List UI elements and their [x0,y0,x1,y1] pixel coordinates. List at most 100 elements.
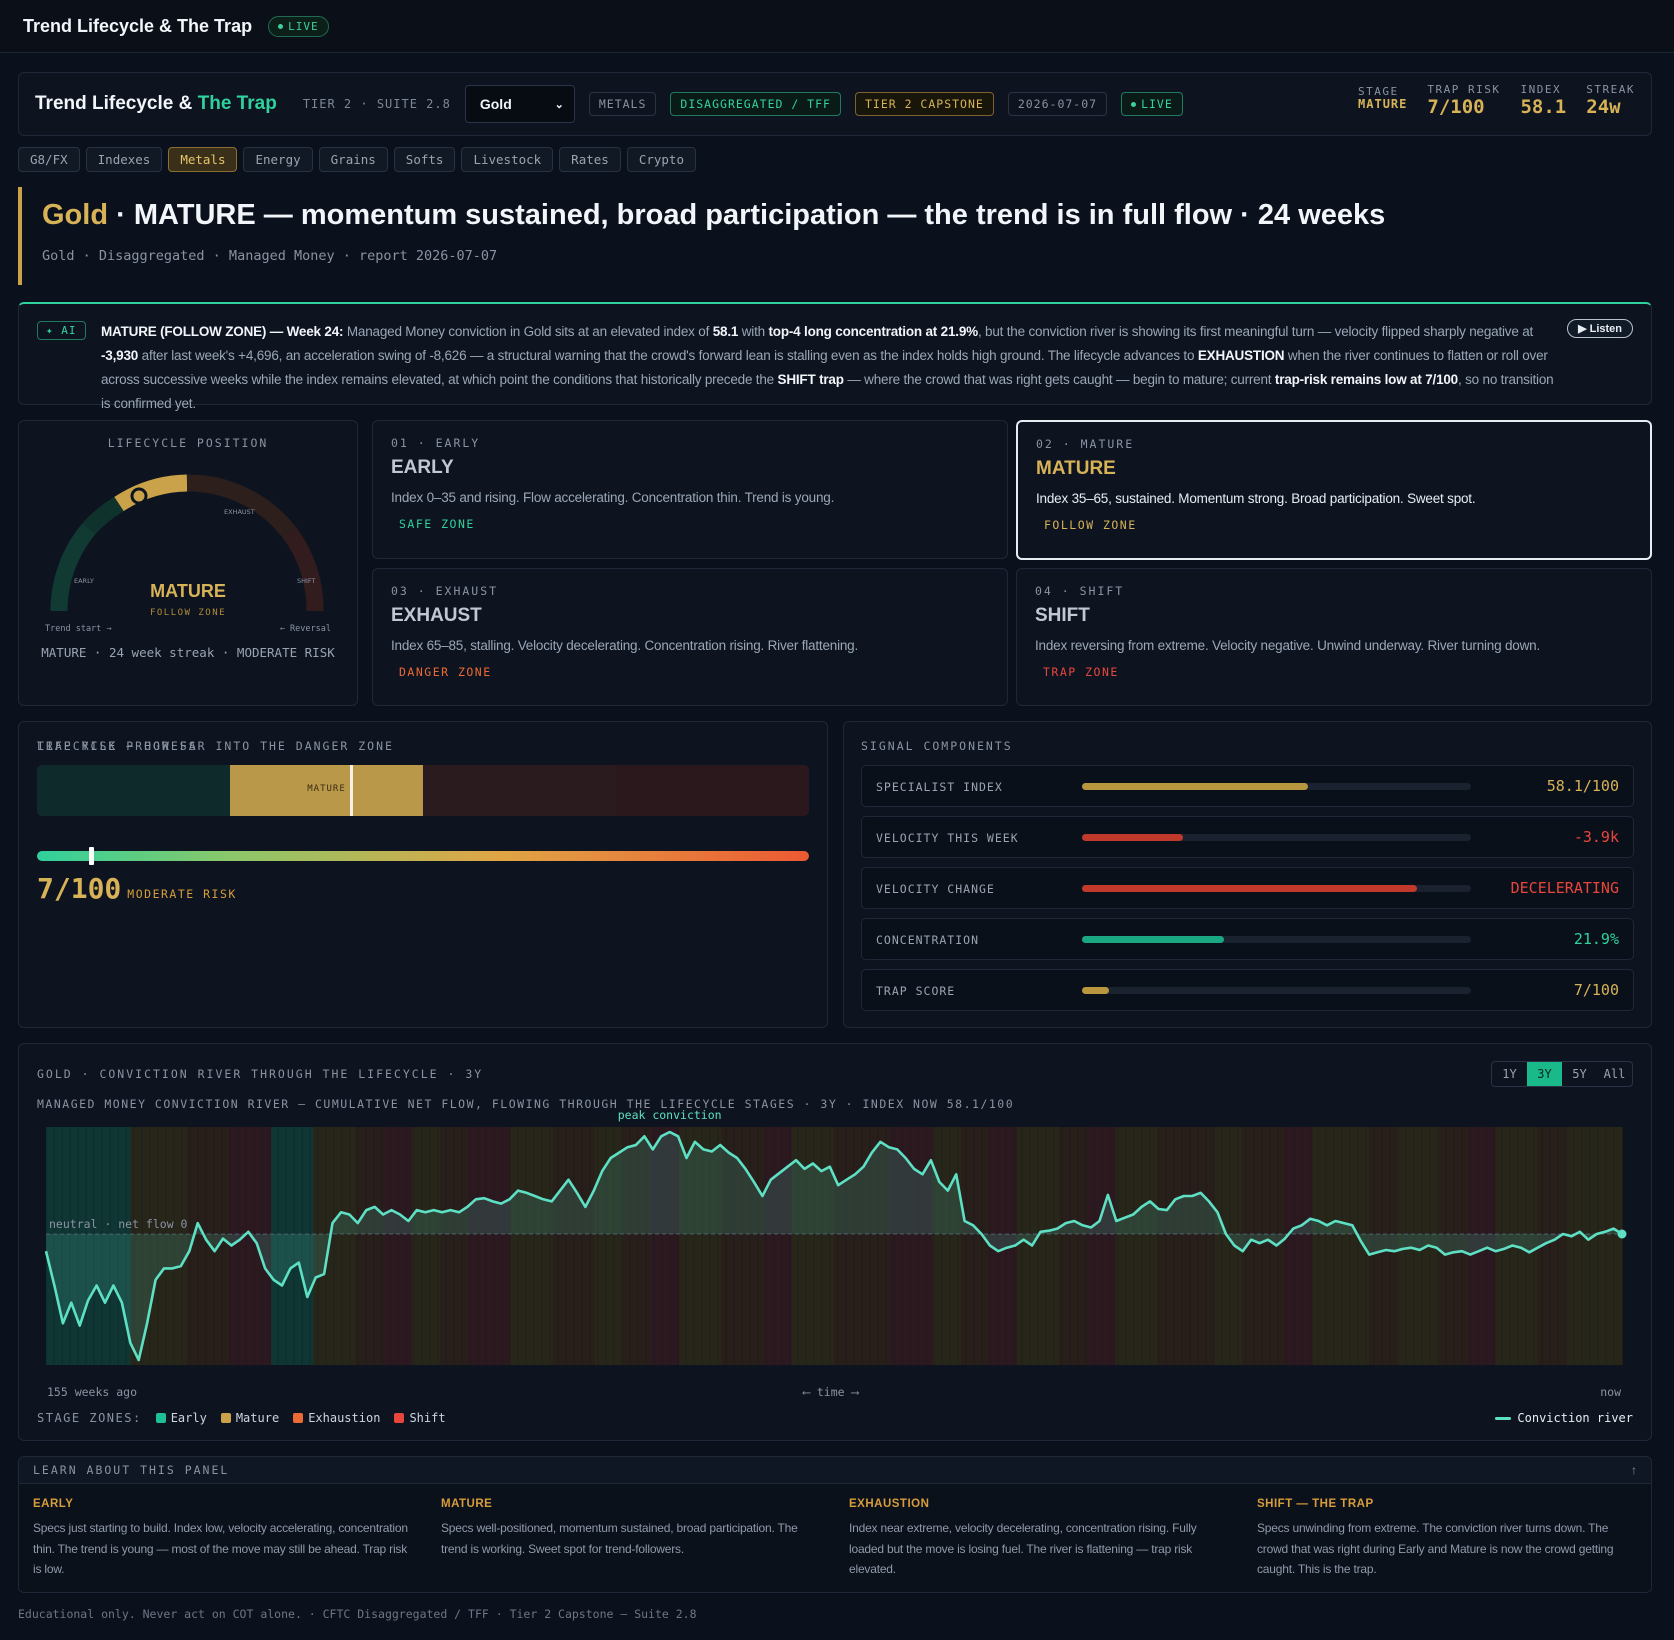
ai-seg: — where the crowd that was right gets ca… [843,372,1275,387]
zone-band-shift [243,1127,258,1365]
signal-row: SPECIALIST INDEX 58.1/100 [861,765,1634,807]
chip-live: LIVE [1121,92,1183,116]
stat-value: 7/100 [1427,96,1485,118]
learn-header[interactable]: LEARN ABOUT THIS PANEL ↑ [19,1457,1651,1484]
stage-desc: Index 0–35 and rising. Flow accelerating… [391,490,835,505]
zone-band-mature [538,1127,554,1365]
tab-livestock[interactable]: Livestock [461,147,554,172]
stage-zone: TRAP ZONE [1043,665,1119,679]
gauge-ends: Trend start → ← Reversal [45,624,331,634]
tab-metals[interactable]: Metals [168,147,238,172]
tab-g8fx[interactable]: G8/FX [18,147,80,172]
zone-band-mature [524,1127,540,1365]
stat-value: 58.1 [1520,96,1567,118]
ai-seg: EXHAUSTION [1197,348,1285,363]
tab-grains[interactable]: Grains [318,147,388,172]
collapse-arrow-icon[interactable]: ↑ [1631,1463,1637,1477]
ai-seg: , but the conviction river is showing it… [977,324,1534,339]
zone-band-shift [496,1127,511,1365]
tab-softs[interactable]: Softs [393,147,456,172]
tab-rates[interactable]: Rates [559,147,621,172]
asset-select[interactable]: Gold ⌄ [464,85,575,123]
gauge-foot: MATURE · 24 week streak · MODERATE RISK [41,645,335,660]
ai-seg: top-4 long concentration at 21.9% [768,324,979,339]
live-dot-icon [1131,101,1137,107]
zone-band-early [271,1127,286,1365]
progress-marker [349,765,353,816]
gauge-arc-early-2 [82,496,124,535]
learn-col-text: Specs just starting to build. Index low,… [33,1521,408,1576]
live-badge: LIVE [268,15,329,37]
zone-band-exhaustion [1073,1127,1088,1365]
zone-band-mature [1579,1127,1595,1365]
chevron-down-icon: ⌄ [554,98,564,111]
zone-band-mature [1115,1127,1131,1365]
learn-panel: LEARN ABOUT THIS PANEL ↑ EARLY Specs just … [18,1456,1652,1593]
signal-value: 21.9% [1573,930,1619,948]
tier-meta: TIER 2 · SUITE 2.8 [302,97,451,111]
legend-text: Shift [409,1411,446,1425]
ai-seg: with [738,324,769,339]
progress-seg-mature [230,765,423,816]
signal-row: VELOCITY THIS WEEK -3.9k [861,816,1634,858]
zone-band-exhaustion [1157,1127,1173,1365]
signal-key: SPECIALIST INDEX [876,780,1003,794]
stage-name: EARLY [391,457,454,478]
signal-value: DECELERATING [1510,879,1619,897]
zone-band-exhaustion [637,1127,652,1365]
stage-num: 04 · SHIFT [1035,584,1125,598]
learn-col-shift: SHIFT — THE TRAP Specs unwinding from ext… [1257,1498,1637,1580]
zone-band-mature [932,1127,948,1365]
zone-band-mature [510,1127,526,1365]
zone-band-exhaustion [862,1127,877,1365]
legend-exhaustion: Exhaustion [293,1411,380,1425]
zone-band-exhaustion [369,1127,385,1365]
zone-band-shift [228,1127,244,1365]
zone-band-mature [1312,1127,1328,1365]
tab-energy[interactable]: Energy [243,147,313,172]
gauge-stage: MATURE [150,581,226,601]
ai-summary-card: ✦ AI MATURE (FOLLOW ZONE) — Week 24: Man… [18,302,1652,411]
range-all[interactable]: All [1603,1067,1626,1081]
range-1y[interactable]: 1Y [1502,1067,1517,1081]
river-endpoint [1617,1229,1627,1239]
zone-band-mature [327,1127,343,1365]
zone-band-mature [608,1127,624,1365]
listen-button[interactable]: ▶ Listen [1567,319,1633,338]
stat-value: 24w [1586,96,1621,118]
stage-zone: DANGER ZONE [399,665,492,679]
stage-card-mature[interactable]: 02 · MATURE MATURE Index 35–65, sustaine… [1016,420,1652,560]
stat-stage: STAGE MATURE [1358,83,1407,118]
conviction-river-card: neutral · net flow 0 peak conviction GOLD… [18,1043,1652,1441]
progress-seg-exhaust [423,765,616,816]
stage-zone: SAFE ZONE [399,517,475,531]
stage-name: MATURE [1036,458,1116,479]
stage-card-exhaust[interactable]: 03 · EXHAUST EXHAUST Index 65–85, stalli… [372,568,1008,706]
zone-band-exhaustion [355,1127,371,1365]
stage-card-shift[interactable]: 04 · SHIFT SHIFT Index reversing from ex… [1016,568,1652,706]
signal-row: TRAP SCORE 7/100 [861,969,1634,1011]
zone-band-mature [679,1127,694,1365]
signal-track [1082,936,1471,943]
stat-index: INDEX 58.1 [1520,83,1566,118]
stage-card-early[interactable]: 01 · EARLY EARLY Index 0–35 and rising. … [372,420,1008,559]
zone-band-mature [1593,1127,1609,1365]
tab-indexes[interactable]: Indexes [85,147,163,172]
signal-row: CONCENTRATION 21.9% [861,918,1634,960]
zone-band-exhaustion [735,1127,751,1365]
stat-trap-risk: TRAP RISK 7/100 [1427,83,1500,118]
trap-risk-value: 7/100 MODERATE RISK [37,872,237,905]
chip-live-text: LIVE [1141,97,1173,111]
signals-label: SIGNAL COMPONENTS [861,739,1013,753]
stat-key: STAGE [1358,85,1399,98]
zone-band-mature [1045,1127,1060,1365]
range-5y[interactable]: 5Y [1572,1067,1587,1081]
river-label: GOLD · CONVICTION RIVER THROUGH THE LIFE… [37,1067,484,1081]
zone-band-exhaustion [848,1127,863,1365]
zone-band-mature [313,1127,329,1365]
range-3y[interactable]: 3Y [1527,1062,1562,1086]
zone-band-mature [425,1127,441,1365]
gauge-tick-early: EARLY [74,577,94,585]
footer-disclaimer: Educational only. Never act on COT alone… [18,1607,697,1621]
tab-crypto[interactable]: Crypto [626,147,696,172]
